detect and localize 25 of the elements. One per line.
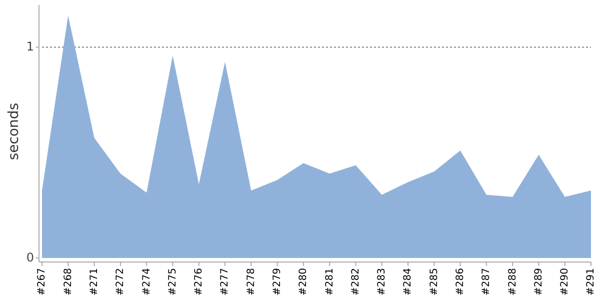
x-tick-label: #290 bbox=[560, 268, 571, 296]
x-tick-label: #289 bbox=[533, 268, 544, 296]
x-tick-label: #276 bbox=[194, 268, 205, 296]
x-tick-label: #277 bbox=[220, 268, 231, 296]
x-tick-label: #281 bbox=[324, 268, 336, 296]
x-tick-label: #279 bbox=[272, 268, 284, 296]
x-tick-label: #284 bbox=[402, 268, 414, 296]
x-tick-label: #274 bbox=[141, 268, 152, 296]
x-tick-label: #280 bbox=[298, 268, 310, 296]
x-tick-label: #283 bbox=[376, 268, 388, 296]
x-tick-label: #291 bbox=[586, 268, 597, 296]
x-tick-label: #268 bbox=[62, 268, 74, 296]
x-tick-label: #288 bbox=[507, 268, 518, 296]
y-tick-label: 0 bbox=[26, 250, 34, 264]
x-tick-label: #267 bbox=[36, 268, 48, 296]
x-tick-label: #282 bbox=[350, 268, 362, 296]
y-tick-label: 1 bbox=[26, 39, 34, 54]
x-tick-label: #285 bbox=[428, 268, 440, 296]
x-tick-label: #278 bbox=[246, 268, 257, 296]
x-tick-label: #271 bbox=[89, 268, 100, 296]
x-tick-label: #286 bbox=[455, 268, 466, 296]
x-tick-label: #275 bbox=[167, 268, 178, 296]
y-axis-title: seconds bbox=[6, 102, 22, 160]
x-tick-label: #287 bbox=[481, 268, 492, 296]
x-tick-label: #272 bbox=[115, 268, 126, 296]
